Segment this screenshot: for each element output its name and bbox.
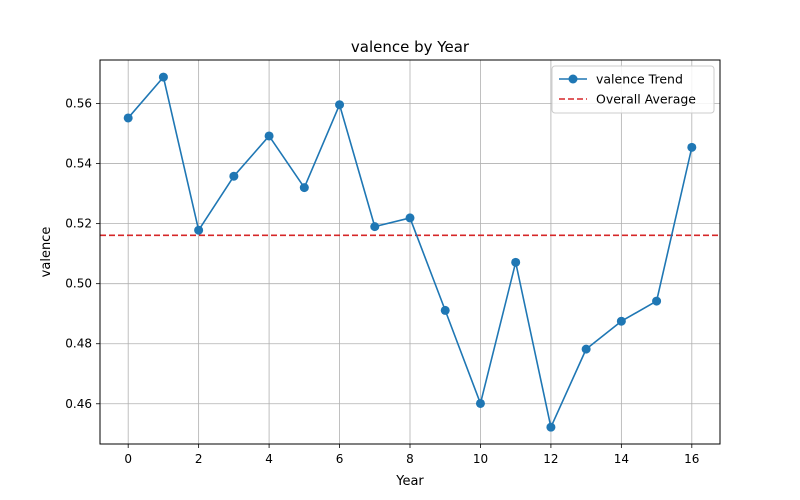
valence-trend-point — [370, 222, 380, 232]
x-axis-ticks: 0 2 4 6 8 10 12 14 16 — [124, 444, 699, 466]
valence-trend-point — [194, 225, 204, 235]
x-tick-label: 16 — [684, 452, 699, 466]
valence-trend-point — [616, 316, 626, 326]
series-layer — [123, 72, 697, 432]
valence-trend-point — [335, 100, 345, 110]
chart-title: valence by Year — [351, 38, 470, 56]
x-tick-label: 10 — [473, 452, 488, 466]
valence-trend-point — [652, 296, 662, 306]
valence-trend-point — [229, 171, 239, 181]
x-tick-label: 14 — [614, 452, 629, 466]
y-tick-label: 0.54 — [65, 157, 92, 171]
y-tick-label: 0.50 — [65, 277, 92, 291]
valence-trend-point — [687, 142, 697, 152]
x-tick-label: 6 — [336, 452, 344, 466]
x-tick-label: 2 — [195, 452, 203, 466]
y-axis-label: valence — [39, 227, 54, 278]
valence-trend-point — [440, 305, 450, 315]
y-axis-ticks: 0.46 0.48 0.50 0.52 0.54 0.56 — [65, 97, 100, 411]
legend-frame — [551, 65, 715, 114]
legend: valence Trend Overall Average — [551, 65, 715, 114]
legend-label-valence-trend: valence Trend — [596, 72, 683, 87]
legend-marker-valence-trend — [568, 74, 578, 84]
valence-trend-point — [581, 344, 591, 354]
valence-trend-point — [158, 72, 168, 82]
y-tick-label: 0.46 — [65, 397, 92, 411]
valence-trend-point — [475, 398, 485, 408]
legend-label-overall-average: Overall Average — [596, 92, 696, 107]
x-axis-label: Year — [395, 474, 424, 489]
y-tick-label: 0.56 — [65, 97, 92, 111]
valence-trend-point — [511, 257, 521, 267]
valence-trend-point — [405, 213, 415, 223]
grid-lines — [100, 60, 720, 444]
x-tick-label: 0 — [124, 452, 132, 466]
y-tick-label: 0.48 — [65, 337, 92, 351]
valence-trend-point — [264, 131, 274, 141]
y-tick-label: 0.52 — [65, 217, 92, 231]
valence-trend-point — [123, 113, 133, 123]
x-tick-label: 8 — [406, 452, 414, 466]
valence-trend-point — [546, 422, 556, 432]
x-tick-label: 12 — [543, 452, 558, 466]
valence-trend-point — [299, 183, 309, 193]
x-tick-label: 4 — [265, 452, 273, 466]
